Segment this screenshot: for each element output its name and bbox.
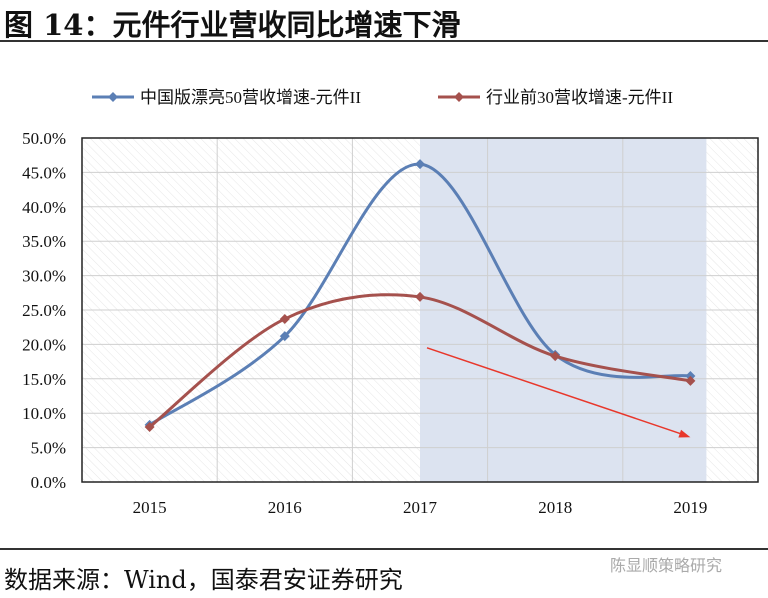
top-rule xyxy=(0,40,768,42)
data-point-2 xyxy=(279,313,290,324)
data-point-1 xyxy=(415,159,425,170)
figure-title: 图 14：元件行业营收同比增速下滑 xyxy=(4,8,461,42)
watermark: 陈显顺策略研究 xyxy=(610,556,723,575)
y-tick-label: 5.0% xyxy=(31,439,66,458)
legend-marker xyxy=(108,92,118,102)
y-tick-label: 35.0% xyxy=(22,232,66,251)
x-tick-label: 2018 xyxy=(538,498,572,517)
x-tick-label: 2016 xyxy=(268,498,302,517)
y-tick-label: 30.0% xyxy=(22,267,66,286)
data-point-2 xyxy=(415,291,425,302)
data-point-1 xyxy=(279,331,290,342)
trend-arrowhead xyxy=(678,429,691,438)
trend-arrow xyxy=(426,347,683,435)
y-tick-label: 45.0% xyxy=(22,163,66,182)
y-tick-label: 50.0% xyxy=(22,129,66,148)
y-tick-label: 10.0% xyxy=(22,404,66,423)
x-tick-label: 2019 xyxy=(673,498,707,517)
source-note: 数据来源：Wind，国泰君安证券研究 xyxy=(4,566,403,594)
legend-label: 行业前30营收增速-元件II xyxy=(486,88,673,107)
legend-item-2: 行业前30营收增速-元件II xyxy=(438,88,673,107)
x-tick-label: 2017 xyxy=(403,498,438,517)
y-tick-label: 15.0% xyxy=(22,370,66,389)
data-point-2 xyxy=(550,351,561,362)
data-point-2 xyxy=(685,375,696,386)
x-tick-label: 2015 xyxy=(133,498,167,517)
y-tick-label: 40.0% xyxy=(22,198,66,217)
y-tick-label: 25.0% xyxy=(22,301,66,320)
bottom-rule xyxy=(0,548,768,550)
y-tick-label: 20.0% xyxy=(22,335,66,354)
legend-marker xyxy=(454,92,464,102)
plot-border xyxy=(81,137,759,483)
data-point-2 xyxy=(144,421,155,432)
line-chart: 0.0% 5.0% 10.0% 15.0% 20.0% 25.0% 30.0% 35.0% 40… xyxy=(22,88,759,517)
legend-label: 中国版漂亮50营收增速-元件II xyxy=(140,88,361,107)
y-tick-label: 0.0% xyxy=(31,473,66,492)
legend-item-1: 中国版漂亮50营收增速-元件II xyxy=(92,88,361,107)
